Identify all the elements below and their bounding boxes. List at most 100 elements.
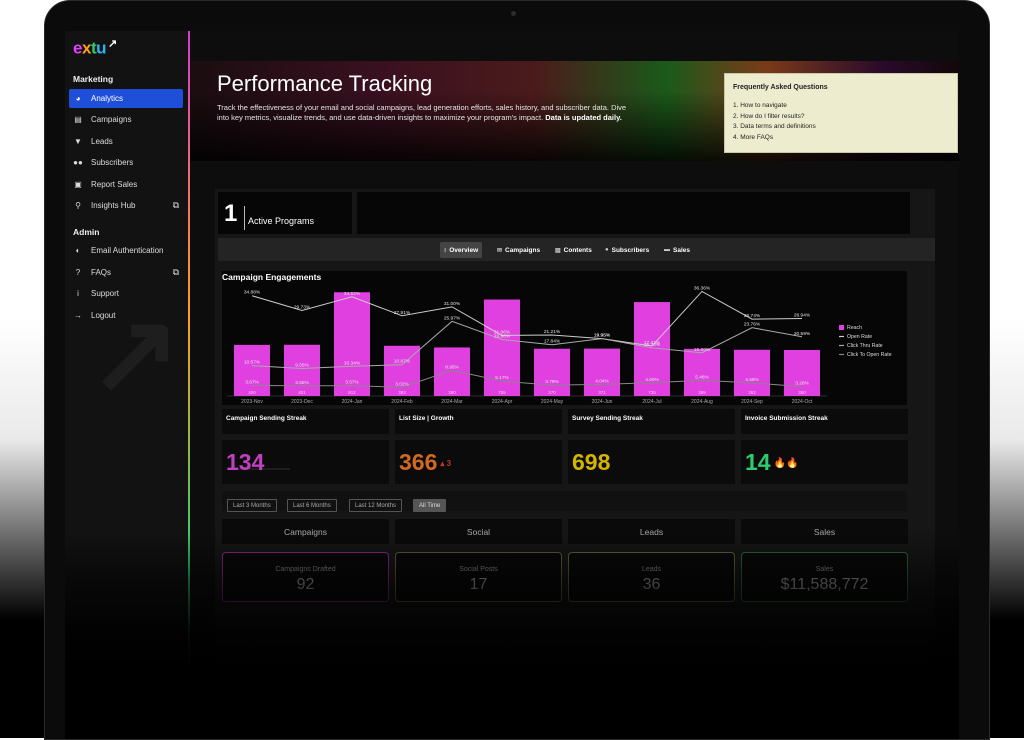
sidebar-item-label: Insights Hub [91,201,136,210]
data-label: 19.95% [594,333,611,339]
range-last-3-months[interactable]: Last 3 Months [227,499,277,512]
kpi-card: Campaigns Drafted 92 [222,552,389,602]
faq-link[interactable]: 2. How do I filter results? [733,112,805,120]
data-label: 10.87% [394,359,411,365]
engagement-chart: 2023-Nov 400 2023-Dec 401 2024-Jan 812 2024-Fe… [227,285,892,405]
faq-link[interactable]: 1. How to navigate [733,102,787,109]
bar-value-label: 360 [798,390,806,395]
streak-value: 134 [226,449,264,476]
tab-label: Campaigns [505,246,541,254]
sidebar-item-label: Leads [91,137,113,146]
sidebar-item-campaigns[interactable]: ▤ Campaigns [69,110,183,129]
sidebar-item-leads[interactable]: ▼ Leads [69,132,183,151]
tab-sales[interactable]: ▬ Sales [660,242,694,258]
streak-label: Survey Sending Streak [572,415,643,422]
kpi-card: Social Posts 17 [395,552,562,602]
funnel-icon: ▼ [74,137,82,146]
range-all-time[interactable]: All Time [413,499,447,512]
series-line [251,369,803,388]
divider [244,206,245,230]
sidebar: extu ↗ Marketing ◕ Analytics ▤ Campaigns … [65,31,190,739]
sidebar-item-logout[interactable]: → Logout [69,306,183,325]
streak-label: Invoice Submission Streak [745,415,828,422]
logout-icon: → [74,311,82,320]
streak-number: 366 [399,449,438,475]
category-sales: Sales [741,519,908,544]
page-description: Track the effectiveness of your email an… [217,103,637,123]
sidebar-item-support[interactable]: i Support [69,284,183,303]
arrow-up-right-icon: ↗ [108,38,117,50]
chart-bar [684,348,720,396]
kpi-value: 17 [469,576,488,593]
faq-link[interactable]: 3. Data terms and definitions [733,123,816,130]
logo-letter: u [96,38,106,58]
tab-bar: ≀ Overview ✉ Campaigns ▤ Contents ● Subscrib… [218,238,935,261]
data-label: 23.76% [744,322,761,328]
faq-list: 1. How to navigate 2. How do I filter re… [733,102,816,144]
x-tick-label: 2024-Apr [492,399,513,405]
sparkline [230,468,290,470]
active-programs-label: Active Programs [248,216,315,226]
external-link-icon: ⧉ [172,200,179,210]
sidebar-item-email-authentication[interactable]: ◐ Email Authentication [69,241,183,260]
x-tick-label: 2024-Oct [792,399,813,405]
tab-campaigns[interactable]: ✉ Campaigns [493,242,544,258]
tab-overview[interactable]: ≀ Overview [440,242,483,258]
data-label: 4.04% [595,378,609,384]
x-tick-label: 2024-Mar [441,399,463,405]
streak-header: List Size | Growth [395,409,562,434]
tab-subscribers[interactable]: ● Subscribers [601,242,653,258]
brand-logo[interactable]: extu ↗ [73,37,117,59]
streak-value: 698 [572,449,610,476]
bar-value-label: 369 [698,390,706,395]
x-tick-label: 2024-Sep [741,399,763,405]
x-tick-label: 2024-Jan [342,399,363,405]
sidebar-item-label: FAQs [91,268,112,277]
kpi-label: Social Posts [459,566,498,573]
data-label: 5.46% [695,374,709,380]
streak-value: 14 🔥🔥 [745,449,799,476]
data-label: 20.59% [794,331,811,337]
streak-label: List Size | Growth [399,415,454,422]
pie-chart-icon: ◕ [75,94,81,103]
streak-header: Survey Sending Streak [568,409,735,434]
data-label: 3.55% [295,380,309,386]
kpi-value: $11,588,772 [780,576,869,593]
sidebar-item-faqs[interactable]: ? FAQs ⧉ [69,263,183,282]
legend-label: Reach [847,325,862,331]
growth-indicator: ▴ 3 [440,459,452,469]
camera-dot [511,11,516,16]
data-label: 19.95% [594,333,611,339]
external-link-icon: ⧉ [172,267,179,277]
data-label: 15.00% [694,347,711,353]
data-label: 17.84% [544,339,561,345]
sidebar-item-report-sales[interactable]: ▣ Report Sales [69,175,183,194]
bar-value-label: 393 [398,390,406,395]
data-label: 27.91% [394,310,411,316]
x-tick-label: 2023-Nov [241,399,263,405]
sidebar-item-label: Analytics [91,94,124,103]
streak-value-card: 14 🔥🔥 [741,440,908,484]
kpi-label: Sales [815,566,834,573]
description-text: Track the effectiveness of your email an… [217,103,627,122]
data-label: 4.60% [645,377,659,383]
data-label: 3.57% [345,380,359,386]
range-last-6-months[interactable]: Last 6 Months [287,499,337,512]
bar-value-label: 380 [448,390,456,395]
sidebar-item-subscribers[interactable]: ●● Subscribers [69,153,183,172]
data-label: 34.52% [344,291,361,297]
streak-number: 698 [572,449,611,475]
range-last-12-months[interactable]: Last 12 Months [349,499,403,512]
logo-letter: e [73,38,82,58]
sidebar-item-analytics[interactable]: ◕ Analytics [69,89,183,108]
legend-swatch [839,325,844,330]
data-label: 4.55% [745,377,759,383]
tab-contents[interactable]: ▤ Contents [551,242,596,258]
streak-label: Campaign Sending Streak [226,415,307,422]
sidebar-item-label: Support [91,289,120,298]
shield-icon: ◐ [75,246,81,255]
tab-label: Sales [673,246,690,254]
sidebar-item-label: Logout [91,311,116,320]
faq-link[interactable]: 4. More FAQs [733,133,774,141]
sidebar-item-insights-hub[interactable]: ⚲ Insights Hub ⧉ [69,196,183,215]
